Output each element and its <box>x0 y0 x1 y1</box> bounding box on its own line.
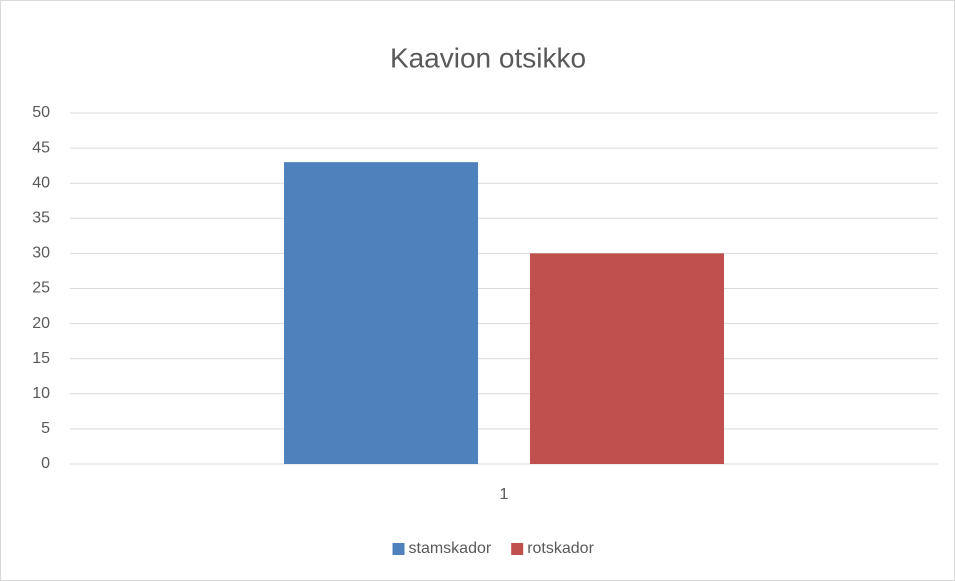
bar <box>284 162 478 464</box>
x-tick-label: 1 <box>500 486 509 503</box>
y-tick-label: 45 <box>32 139 50 156</box>
y-tick-label: 25 <box>32 280 50 297</box>
legend-label: rotskador <box>527 540 594 557</box>
legend-swatch <box>392 543 405 555</box>
y-tick-label: 20 <box>32 315 50 332</box>
y-tick-label: 10 <box>32 385 50 402</box>
bar <box>530 253 724 464</box>
y-tick-label: 15 <box>32 350 50 367</box>
y-tick-label: 35 <box>32 210 50 227</box>
y-tick-label: 0 <box>41 455 50 472</box>
y-tick-label: 40 <box>32 174 50 191</box>
y-tick-label: 5 <box>41 420 50 437</box>
y-tick-label: 30 <box>32 245 50 262</box>
chart-title: Kaavion otsikko <box>390 42 586 73</box>
y-tick-label: 50 <box>32 104 50 121</box>
legend-swatch <box>511 543 524 555</box>
legend-label: stamskador <box>409 540 492 557</box>
